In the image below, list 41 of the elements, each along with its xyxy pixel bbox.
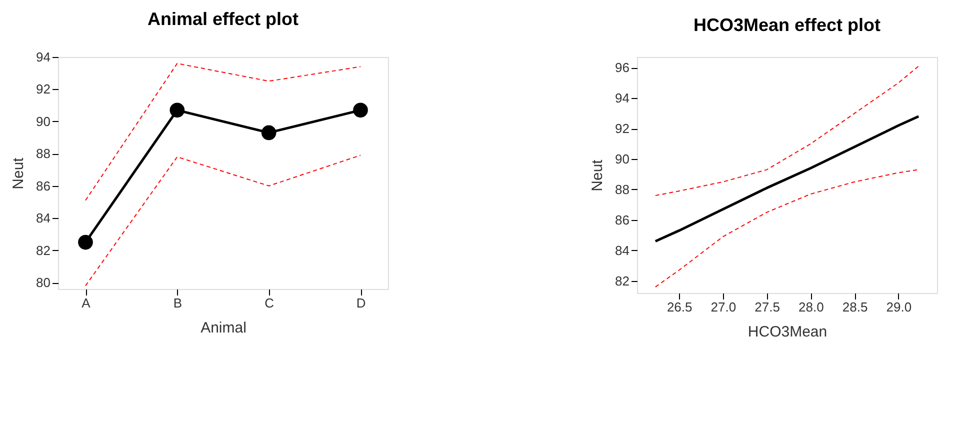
line-series xyxy=(654,169,920,288)
chart-title: Animal effect plot xyxy=(147,9,299,29)
y-tick-label: 86 xyxy=(36,178,50,194)
x-axis-title: HCO3Mean xyxy=(748,324,828,340)
y-tick-label: 84 xyxy=(615,242,630,258)
x-tick-label: C xyxy=(264,296,274,310)
x-tick-label: 28.0 xyxy=(798,300,824,314)
y-tick-label: 88 xyxy=(36,146,50,162)
y-tick-label: 82 xyxy=(615,273,630,288)
y-axis-title: Neut xyxy=(589,158,606,192)
x-tick-label: 28.5 xyxy=(842,300,868,314)
x-tick-label: 27.5 xyxy=(754,300,780,314)
y-tick-label: 96 xyxy=(615,60,630,76)
x-tick-label: D xyxy=(356,296,366,310)
point xyxy=(353,102,368,118)
x-tick-label: A xyxy=(82,296,91,310)
y-tick-label: 92 xyxy=(36,82,50,97)
line-series xyxy=(654,66,920,196)
x-tick-label: 26.5 xyxy=(666,300,692,314)
y-tick-label: 86 xyxy=(615,212,630,228)
y-tick-label: 90 xyxy=(36,114,50,129)
y-tick-label: 92 xyxy=(615,121,630,136)
line-series xyxy=(85,62,361,201)
line-series xyxy=(85,154,361,286)
x-tick-label: 27.0 xyxy=(710,300,736,314)
y-tick-label: 94 xyxy=(615,90,630,106)
x-axis-title: Animal xyxy=(200,320,246,336)
line-series xyxy=(654,115,920,242)
chart-title: HCO3Mean effect plot xyxy=(693,15,881,35)
y-tick-label: 82 xyxy=(36,242,50,258)
y-tick-label: 90 xyxy=(615,152,630,167)
point xyxy=(78,234,93,250)
y-tick-label: 80 xyxy=(36,275,50,290)
x-tick-label: B xyxy=(173,296,182,310)
y-tick-label: 88 xyxy=(615,182,630,197)
y-axis-title: Neut xyxy=(10,156,28,190)
point xyxy=(261,125,276,140)
point xyxy=(170,102,185,118)
x-tick-label: 29.0 xyxy=(886,300,912,314)
y-tick-label: 94 xyxy=(36,50,50,64)
y-tick-label: 84 xyxy=(36,210,50,226)
